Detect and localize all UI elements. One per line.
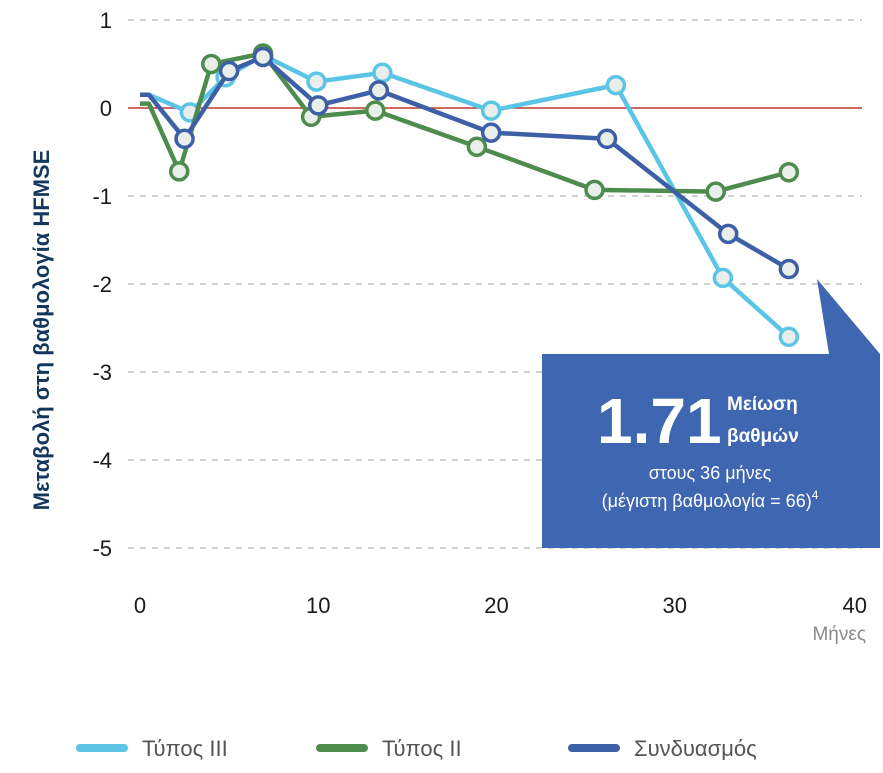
legend-item: Τύπος II <box>316 736 462 761</box>
data-point <box>717 223 739 245</box>
data-point <box>596 128 618 150</box>
legend: Τύπος III Τύπος II Συνδυασμός <box>76 736 757 761</box>
callout-box <box>542 279 880 548</box>
data-point <box>201 53 222 75</box>
callout-footnote-marker: 4 <box>812 488 819 502</box>
legend-label: Τύπος III <box>142 736 228 761</box>
data-point <box>712 267 734 289</box>
data-point <box>372 62 393 84</box>
y-tick-label: -1 <box>92 184 112 209</box>
callout-value: 1.71 <box>597 385 722 457</box>
x-tick-labels: 0 10 20 30 40 <box>134 593 867 618</box>
y-tick-labels: 1 0 -1 -2 -3 -4 -5 <box>92 8 112 561</box>
data-point <box>778 161 800 183</box>
callout-label-line2: βαθμών <box>727 426 799 447</box>
y-tick-label: -3 <box>92 360 112 385</box>
data-point <box>480 122 502 143</box>
callout-detail-line2-text: (μέγιστη βαθμολογία = 66) <box>602 491 812 511</box>
x-tick-label: 40 <box>843 593 867 618</box>
y-tick-label: -4 <box>92 448 112 473</box>
series-layer <box>140 43 800 348</box>
x-axis-unit-label: Μήνες <box>812 624 866 645</box>
y-tick-label: 0 <box>100 96 112 121</box>
x-tick-label: 10 <box>306 593 330 618</box>
data-point <box>466 136 488 157</box>
data-point <box>218 60 240 82</box>
data-point <box>480 100 502 121</box>
data-point <box>168 161 190 182</box>
data-point <box>306 71 327 92</box>
callout-detail-line2: (μέγιστη βαθμολογία = 66)4 <box>602 488 819 511</box>
y-tick-label: -2 <box>92 272 112 297</box>
callout-label-line1: Μείωση <box>727 394 798 415</box>
legend-item: Συνδυασμός <box>568 736 757 761</box>
y-axis-label: Μεταβολή στη βαθμολογία HFMSE <box>29 150 54 511</box>
data-point <box>605 74 627 96</box>
data-point <box>365 100 386 121</box>
data-point <box>368 80 390 101</box>
legend-label: Τύπος II <box>382 736 462 761</box>
data-point <box>705 181 726 202</box>
data-point <box>584 179 605 201</box>
x-tick-label: 30 <box>663 593 687 618</box>
data-point <box>778 326 800 348</box>
x-tick-label: 0 <box>134 593 146 618</box>
data-point <box>174 128 195 150</box>
x-tick-label: 20 <box>484 593 508 618</box>
legend-label: Συνδυασμός <box>634 736 757 761</box>
series-3 <box>140 46 800 280</box>
y-tick-label: 1 <box>100 8 112 33</box>
data-point <box>252 46 274 68</box>
callout-detail-line1: στους 36 μήνες <box>649 463 772 483</box>
y-tick-label: -5 <box>92 536 112 561</box>
series-line <box>140 54 790 271</box>
grid-lines <box>128 19 862 549</box>
legend-item: Τύπος III <box>76 736 228 761</box>
data-point <box>778 258 800 280</box>
annotation-callout: 1.71 Μείωση βαθμών στους 36 μήνες (μέγισ… <box>542 279 880 548</box>
data-point <box>308 95 329 116</box>
